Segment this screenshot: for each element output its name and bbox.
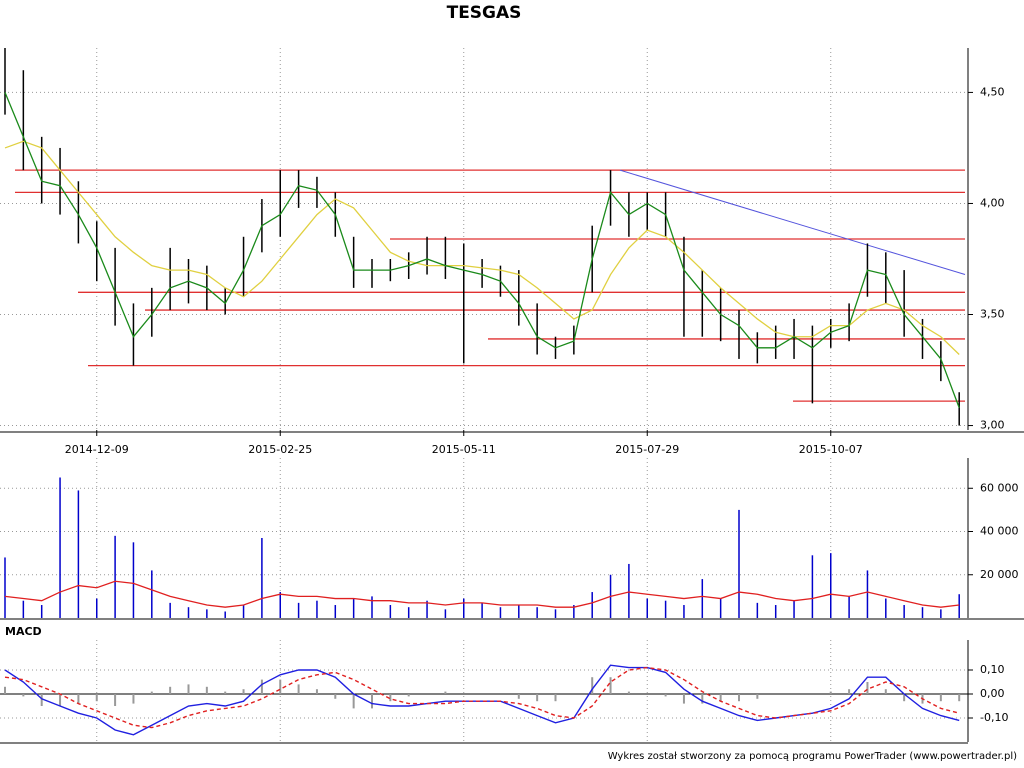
moving-average	[4, 92, 960, 409]
y-tick-label: 40 000	[980, 525, 1019, 538]
footer: Wykres został stworzony za pomocą progra…	[608, 751, 1017, 762]
x-tick-label: 2015-10-07	[799, 443, 863, 456]
x-tick-label: 2015-07-29	[615, 443, 679, 456]
x-tick-label: 2015-05-11	[432, 443, 496, 456]
x-tick-label: 2015-02-25	[248, 443, 312, 456]
y-tick-label: 20 000	[980, 568, 1019, 581]
x-tick-label: 2014-12-09	[65, 443, 129, 456]
macd-title: MACD	[5, 625, 42, 638]
macd-line	[4, 664, 960, 736]
trend-line	[619, 169, 966, 276]
y-tick-label: 0,10	[980, 663, 1005, 676]
y-tick-label: 3,50	[980, 308, 1005, 321]
macd-line	[4, 666, 960, 729]
y-tick-label: 60 000	[980, 481, 1019, 494]
y-tick-label: 4,50	[980, 85, 1005, 98]
y-tick-label: 4,00	[980, 196, 1005, 209]
volume-average	[4, 580, 960, 608]
y-tick-label: -0,10	[980, 711, 1008, 724]
y-tick-label: 3,00	[980, 419, 1005, 432]
y-tick-label: 0,00	[980, 687, 1005, 700]
chart-title: TESGAS	[447, 3, 522, 23]
moving-average	[4, 140, 960, 355]
